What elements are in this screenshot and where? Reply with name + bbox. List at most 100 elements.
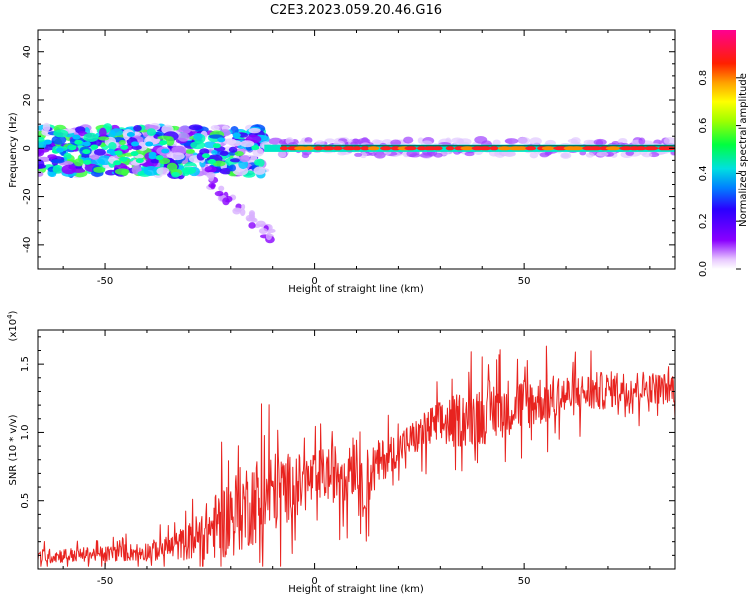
spectrogram-bright-spot <box>130 151 139 157</box>
spectrogram-halo-blob <box>456 139 463 144</box>
spectrogram-line-core <box>279 146 289 151</box>
spectrogram-bright-spot <box>232 132 241 138</box>
snr-panel: -50 0 50 0.5 1.0 1.5 Height of straight line … <box>6 310 676 595</box>
spectrogram-halo-blob <box>642 152 653 158</box>
spectrogram-bright-spot <box>161 148 170 154</box>
snr-marks <box>38 345 675 567</box>
spectrogram-line-core <box>367 146 380 151</box>
spectrogram-blob <box>181 166 196 175</box>
snr-xtick-label: 0 <box>311 576 317 587</box>
spectrogram-bright-spot <box>90 144 99 150</box>
spectrogram-blob <box>97 136 110 141</box>
spectrogram-blob <box>150 159 160 164</box>
spectrogram-halo-blob <box>464 151 475 157</box>
spectrogram-bright-spot <box>83 159 92 165</box>
spectrogram-blob <box>52 164 64 174</box>
spectrogram-streak-blob <box>218 185 225 192</box>
spectrogram-line-core <box>541 146 556 151</box>
spectrogram-halo-blob <box>403 136 414 144</box>
spectrogram-bright-spot <box>119 156 128 162</box>
spectrogram-halo-blob <box>433 152 443 158</box>
spectrogram-blob <box>185 149 196 154</box>
spectrogram-blob <box>143 166 160 176</box>
colorbar-tick-label: 0.6 <box>698 118 709 134</box>
snr-xtick-label: -50 <box>97 576 113 587</box>
snr-ticks: -50 0 50 0.5 1.0 1.5 <box>20 330 675 587</box>
colorbar-gradient <box>712 30 736 269</box>
spectrogram-bright-spot <box>68 145 77 151</box>
spectrogram-blob <box>188 124 203 131</box>
spectrogram-blob <box>234 151 244 157</box>
spectrogram-line-core <box>460 146 475 151</box>
spectrogram-bright-spot <box>120 144 129 150</box>
spectrogram-blob <box>210 124 220 131</box>
snr-scale-suffix: ) <box>8 310 19 314</box>
spectrogram-blob <box>51 135 67 145</box>
colorbar-tick-label: 0.4 <box>698 165 709 181</box>
colorbar-label: Normalized spectral amplitude <box>738 73 749 227</box>
spectrogram-halo-blob <box>352 138 359 144</box>
spectrogram-line-core <box>587 146 603 151</box>
spectrogram-streak-blob <box>214 190 224 197</box>
spectrogram-line-core <box>619 146 633 151</box>
colorbar-ticks: 0.0 0.2 0.4 0.6 0.8 <box>698 70 741 277</box>
spectrogram-xtick-label: 0 <box>311 276 317 287</box>
spectrogram-line-core <box>321 146 336 151</box>
spectrogram-blob <box>94 148 106 156</box>
spectrogram-blob <box>143 124 159 131</box>
spectrogram-bright-spot <box>217 137 226 143</box>
spectrogram-blob <box>83 132 99 142</box>
spectrogram-xtick-label: 50 <box>518 276 531 287</box>
spectrogram-halo-blob <box>593 138 607 146</box>
spectrogram-blob <box>38 136 45 143</box>
spectrogram-line-core <box>525 146 537 151</box>
spectrogram-blob <box>228 164 237 172</box>
spectrogram-blob <box>248 127 261 134</box>
spectrogram-blob <box>238 132 249 138</box>
spectrogram-halo-blob <box>374 151 386 159</box>
colorbar: 0.0 0.2 0.4 0.6 0.8 Normalized spectral ampl… <box>698 30 749 277</box>
spectrogram-bright-spot <box>126 131 135 137</box>
snr-scale-label: (x104) <box>6 310 19 341</box>
colorbar-tick-label: 0.2 <box>698 213 709 229</box>
spectrogram-line-core <box>634 146 647 151</box>
snr-ytick-label: 1.0 <box>20 424 31 440</box>
spectrogram-line-core <box>313 146 324 151</box>
spectrogram-halo-blob <box>544 151 552 156</box>
spectrogram-blob <box>178 125 192 135</box>
spectrogram-blob <box>240 140 255 148</box>
spectrogram-line-core <box>497 146 512 151</box>
spectrogram-bright-spot <box>131 141 140 147</box>
spectrogram-line-core <box>569 146 584 151</box>
spectrogram-bright-spot <box>212 143 221 149</box>
snr-ytick-label: 1.5 <box>20 356 31 372</box>
colorbar-tick-label: 0.0 <box>698 261 709 277</box>
snr-scale-exponent: 4 <box>6 314 14 319</box>
spectrogram-line-core <box>432 146 443 151</box>
spectrogram-line-core <box>660 146 675 151</box>
spectrogram-halo-blob <box>596 151 609 157</box>
spectrogram-blob <box>99 127 107 138</box>
spectrogram-blob <box>93 166 106 173</box>
spectrogram-blob <box>108 142 117 151</box>
snr-scale-prefix: (x10 <box>8 319 19 342</box>
spectrogram-blob <box>47 154 57 159</box>
spectrogram-halo-blob <box>390 139 402 147</box>
spectrogram-bright-spot <box>114 150 123 156</box>
spectrogram-bright-spot <box>251 145 260 151</box>
spectrogram-line-core <box>294 146 308 151</box>
spectrogram-blob <box>177 132 190 142</box>
spectrogram-blob <box>38 159 45 170</box>
spectrogram-line-core <box>514 146 528 151</box>
spectrogram-ytick-label: -20 <box>22 188 33 204</box>
spectrogram-blob <box>204 166 217 173</box>
spectrogram-blob <box>157 135 171 140</box>
snr-ytick-label: 0.5 <box>20 493 31 509</box>
spectrogram-blob <box>42 122 51 132</box>
spectrogram-halo-blob <box>561 153 570 158</box>
spectrogram-bright-spot <box>208 159 217 165</box>
snr-xlabel: Height of straight line (km) <box>288 584 424 595</box>
spectrogram-line-core <box>478 146 492 151</box>
spectrogram-halo-blob <box>517 136 531 145</box>
snr-ylabel: SNR (10 * v/v) <box>8 414 19 485</box>
